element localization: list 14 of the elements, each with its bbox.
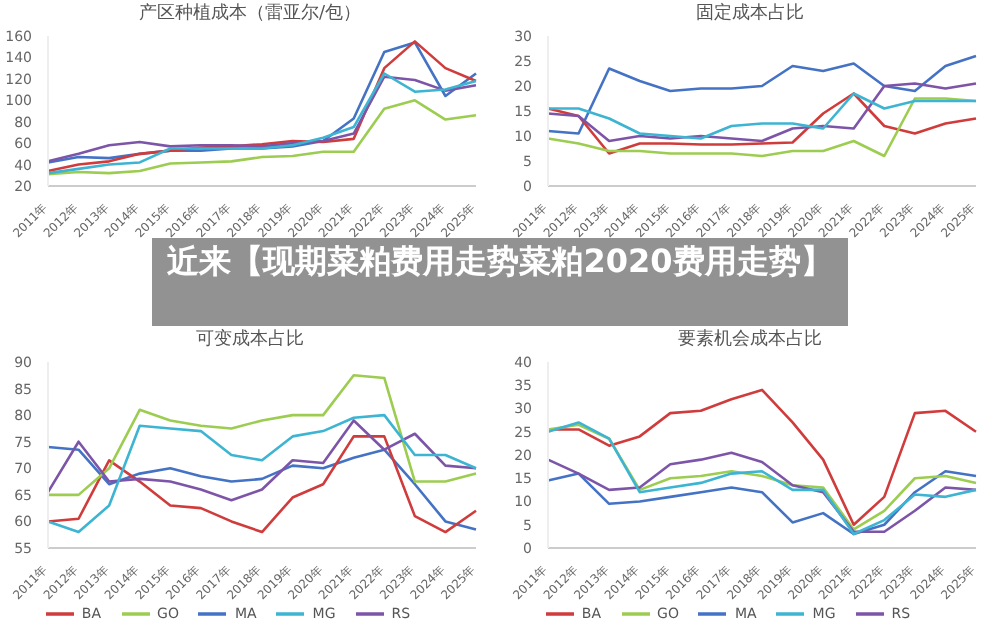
chart-title: 可变成本占比 (194, 327, 306, 354)
line-series (46, 373, 478, 497)
line-series (546, 82, 978, 143)
line-series (546, 451, 978, 534)
chart-title: 要素机会成本占比 (676, 327, 824, 354)
line-series (546, 92, 978, 140)
chart-title: 产区种植成本（雷亚尔/包） (136, 1, 364, 28)
line-series (546, 469, 978, 536)
chart-title: 固定成本占比 (694, 1, 806, 28)
line-series (546, 54, 978, 135)
line-series (46, 98, 478, 176)
line-series (46, 419, 478, 502)
text: 近来【现期菜粕费用走势菜粕2020费用走势】 (152, 238, 848, 326)
line-series (46, 413, 478, 534)
